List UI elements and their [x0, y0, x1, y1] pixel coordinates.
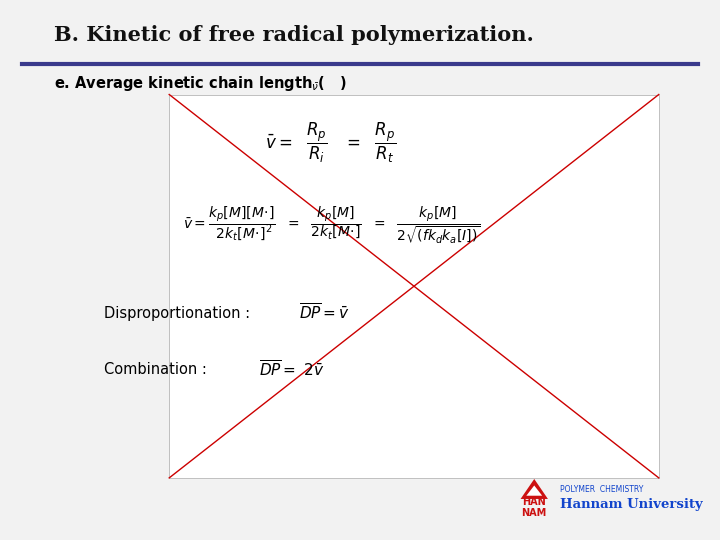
Text: $\bar{v} = \dfrac{k_p[M][M\!\cdot\!]}{\ 2k_t[M\!\cdot\!]^2} \ \ = \ \ \dfrac{k_p: $\bar{v} = \dfrac{k_p[M][M\!\cdot\!]}{\ … — [183, 204, 480, 245]
Text: POLYMER  CHEMISTRY: POLYMER CHEMISTRY — [560, 485, 644, 494]
Polygon shape — [526, 485, 542, 496]
Text: e. Average kinetic chain length$_{\bar{\nu}}$(   ): e. Average kinetic chain length$_{\bar{\… — [54, 74, 347, 93]
FancyBboxPatch shape — [169, 94, 659, 478]
Text: Combination :: Combination : — [104, 362, 217, 377]
Text: B. Kinetic of free radical polymerization.: B. Kinetic of free radical polymerizatio… — [54, 25, 534, 45]
Text: Hannam University: Hannam University — [560, 498, 703, 511]
Text: Disproportionation :: Disproportionation : — [104, 306, 260, 321]
Text: HAN
NAM: HAN NAM — [521, 497, 547, 518]
Text: $\overline{DP}= \ 2\bar{v}$: $\overline{DP}= \ 2\bar{v}$ — [259, 360, 325, 380]
Text: $\overline{DP}=\bar{v}$: $\overline{DP}=\bar{v}$ — [299, 303, 350, 323]
Text: $\bar{v}= \ \ \dfrac{R_p}{R_i} \ \ \ = \ \ \dfrac{R_p}{R_t}$: $\bar{v}= \ \ \dfrac{R_p}{R_i} \ \ \ = \… — [266, 121, 397, 165]
Polygon shape — [521, 479, 548, 499]
